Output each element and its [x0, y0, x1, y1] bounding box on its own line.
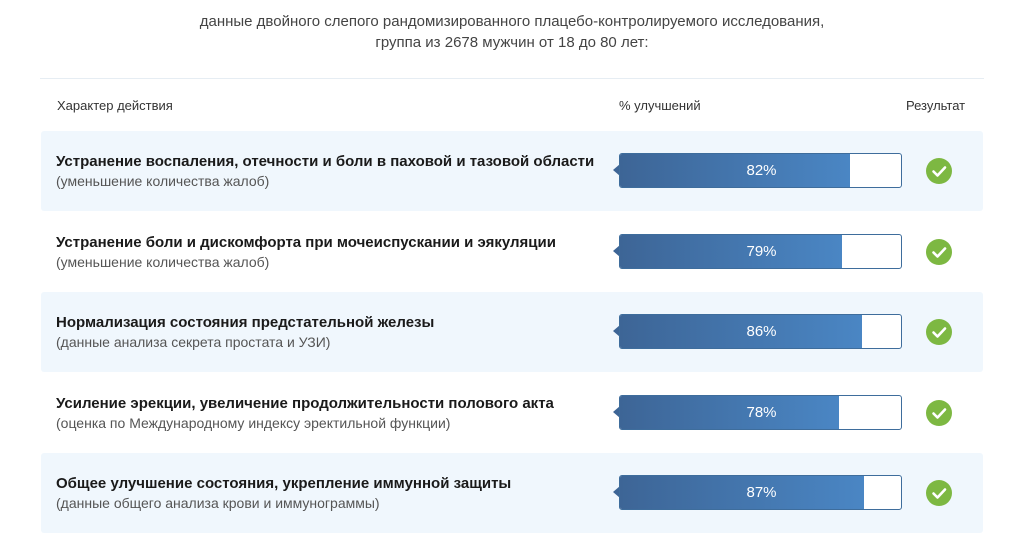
check-icon [926, 480, 952, 506]
table-row: Устранение воспаления, отечности и боли … [41, 131, 983, 211]
bar-pointer [613, 164, 620, 176]
row-subtitle: (оценка по Международному индексу эректи… [56, 415, 451, 431]
row-subtitle: (уменьшение количества жалоб) [56, 173, 270, 189]
bar-track: 86% [619, 314, 902, 349]
intro-line-2: группа из 2678 мужчин от 18 до 80 лет: [375, 34, 649, 51]
table-row: Общее улучшение состояния, укрепление им… [41, 453, 983, 533]
row-title: Общее улучшение состояния, укрепление им… [56, 475, 512, 492]
bar-fill [620, 315, 862, 348]
row-subtitle: (данные общего анализа крови и иммуногра… [56, 495, 380, 511]
check-icon [926, 158, 952, 184]
row-title: Устранение боли и дискомфорта при мочеис… [56, 234, 556, 251]
table-row: Усиление эрекции, увеличение продолжител… [41, 373, 983, 453]
row-title: Нормализация состояния предстательной же… [56, 314, 435, 331]
table-row: Нормализация состояния предстательной же… [41, 292, 983, 372]
bar-pointer [613, 406, 620, 418]
bar-value-label: 82% [746, 162, 777, 179]
bar-fill [620, 476, 864, 509]
bar-track: 79% [619, 234, 902, 269]
intro-line-1: данные двойного слепого рандомизированно… [199, 13, 825, 30]
check-icon [926, 400, 952, 426]
bar-track: 87% [619, 475, 902, 510]
check-icon [926, 239, 952, 265]
bar-fill [620, 154, 850, 187]
bar-value-label: 79% [746, 243, 777, 260]
bar-value-label: 78% [746, 404, 777, 421]
row-subtitle: (данные анализа секрета простата и УЗИ) [56, 334, 331, 350]
bar-pointer [613, 325, 620, 337]
bar-track: 82% [619, 153, 902, 188]
bar-value-label: 86% [746, 323, 777, 340]
row-subtitle: (уменьшение количества жалоб) [56, 254, 270, 270]
divider [40, 78, 984, 79]
check-icon [926, 319, 952, 345]
row-title: Усиление эрекции, увеличение продолжител… [56, 395, 554, 412]
bar-fill [620, 396, 839, 429]
column-header-improvement: % улучшений [619, 98, 701, 113]
table-row: Устранение боли и дискомфорта при мочеис… [41, 212, 983, 292]
bar-fill [620, 235, 842, 268]
bar-pointer [613, 245, 620, 257]
column-header-result: Результат [906, 98, 966, 113]
bar-pointer [613, 486, 620, 498]
column-header-action: Характер действия [57, 98, 173, 113]
bar-value-label: 87% [746, 484, 777, 501]
row-title: Устранение воспаления, отечности и боли … [56, 153, 595, 170]
bar-track: 78% [619, 395, 902, 430]
